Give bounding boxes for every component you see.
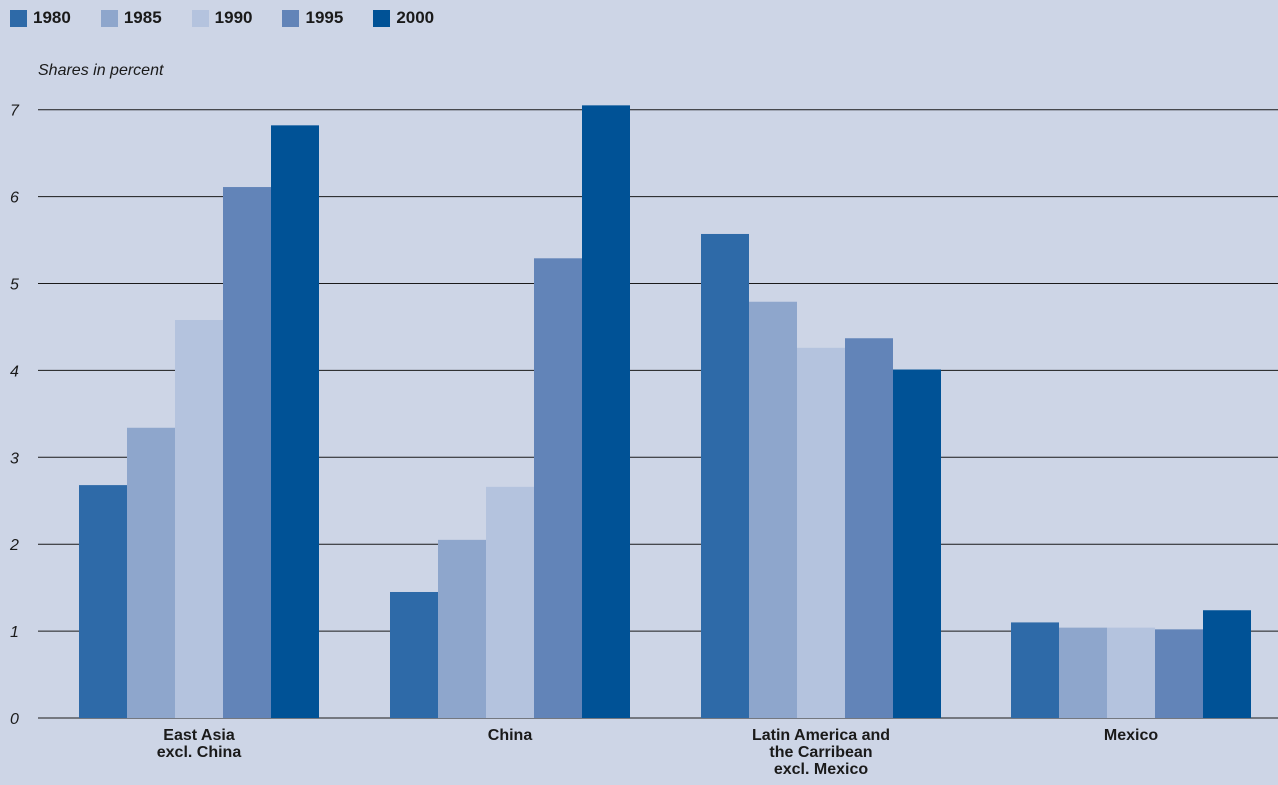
bar-1980 [1011,622,1059,718]
legend-item-1985: 1985 [100,8,162,28]
legend-swatch [373,9,391,27]
bar-1995 [845,338,893,718]
legend-item-1995: 1995 [282,8,343,28]
y-tick-label: 7 [10,103,20,120]
bar-1985 [749,301,797,718]
legend-label: 1995 [305,8,344,27]
category-label: excl. Mexico [774,761,869,778]
y-tick-label: 4 [10,363,19,380]
bar-1995 [223,187,271,718]
legend-item-1980: 1980 [10,8,71,28]
y-tick-label: 2 [9,537,19,554]
legend-item-2000: 2000 [373,8,434,28]
bar-1980 [79,485,127,718]
category-label: East Asia [163,727,235,744]
legend-swatch [191,9,209,27]
y-tick-label: 5 [10,277,19,294]
y-axis-unit-label: Shares in percent [38,62,164,79]
bar-1980 [390,591,438,718]
legend-item-1990: 1990 [191,8,253,28]
legend-swatch [100,9,118,27]
bar-1990 [1107,627,1155,718]
legend-label: 2000 [396,8,435,27]
bar-1990 [175,319,223,718]
bar-2000 [893,369,941,718]
bar-1985 [127,427,175,718]
bar-1985 [1059,627,1107,718]
y-tick-label: 0 [10,711,19,728]
bar-2000 [271,125,319,719]
category-label: excl. China [157,744,242,761]
y-tick-label: 3 [10,450,19,467]
legend-label: 1980 [33,8,71,27]
legend-label: 1985 [123,8,162,27]
bar-1980 [701,233,749,719]
bar-2000 [582,105,630,719]
category-label: the Carribean [769,744,872,761]
bar-1985 [438,539,486,718]
legend-label: 1990 [214,8,253,27]
bar-1995 [534,258,582,718]
bar-1995 [1155,629,1203,718]
category-label: Mexico [1104,727,1158,744]
legend-swatch [282,9,300,27]
legend-swatch [10,9,27,27]
bar-1990 [797,347,845,718]
chart-legend: 1980 1985 1990 1995 2000 [10,8,464,28]
y-tick-label: 6 [10,190,19,207]
bar-2000 [1203,610,1251,718]
bar-1990 [486,486,534,718]
category-label: China [488,727,533,744]
y-tick-label: 1 [10,624,19,641]
category-label: Latin America and [752,727,890,744]
